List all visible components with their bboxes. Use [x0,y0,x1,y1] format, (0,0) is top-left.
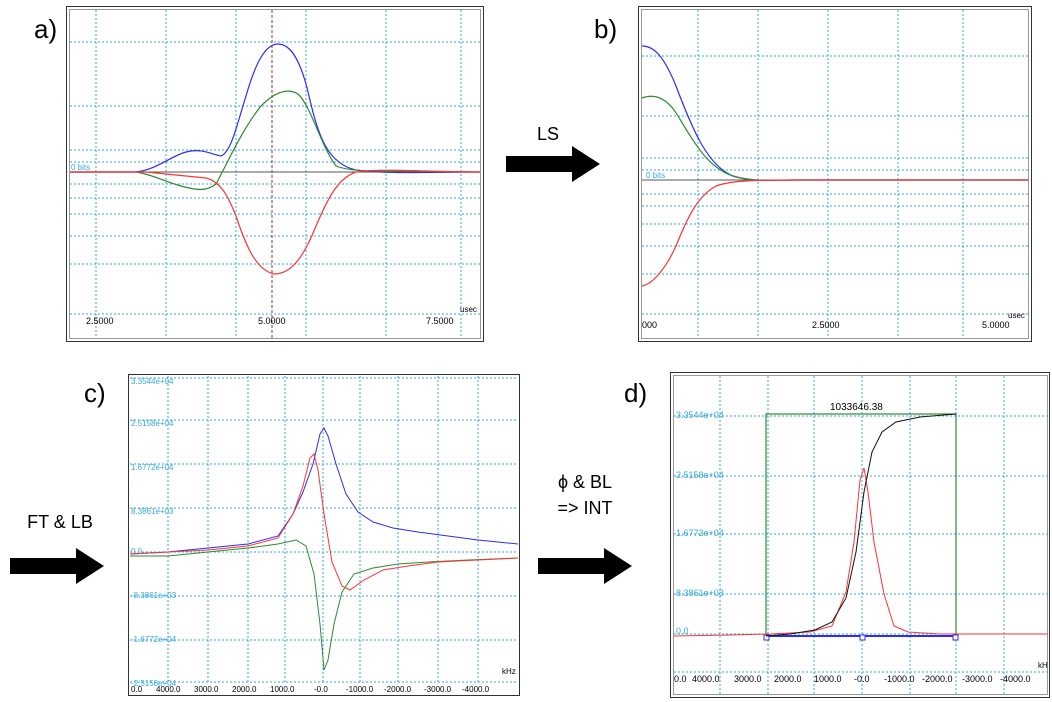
panel-d-y-tick-2: 2.5158e+04 [676,470,724,480]
panel-c-x-tick-3: 3000.0 [194,685,219,694]
panel-d-x-tick-10: -4000.0 [1000,674,1031,684]
panel-c-plot: 3.3544e+04 2.5158e+04 1.6772e+04 8.3861e… [128,374,520,696]
panel-a-plot: 0 bits usec 2.5000 5.0000 7.5000 [66,6,484,342]
integral-value-label: 1033646.38 [830,402,883,413]
panel-c-x-tick-1: 0.0 [131,685,143,694]
panel-b-label: b) [594,14,618,44]
panel-c-y-tick-8: -2.5158e+04 [131,679,177,688]
panel-a-label: a) [34,14,58,44]
arrow-ls-icon [506,146,600,182]
panel-c-y-tick-3: 1.6772e+04 [131,463,174,472]
panel-b-plot: 0 bits usec 000 2.5000 5.0000 [638,6,1032,342]
panel-c-y-tick-6: -8.3861e+03 [131,591,177,600]
panel-b-baseline-label: 0 bits [646,171,665,180]
panel-b-x-tick-2: 2.5000 [812,320,840,330]
panel-c-x-tick-7: -1000.0 [346,685,374,694]
panel-d-plot: 3.3544e+04 2.5158e+04 1.6772e+04 8.3861e… [670,372,1050,698]
panel-c-x-tick-9: -3000.0 [424,685,452,694]
panel-b-x-unit: usec [1008,311,1025,320]
panel-d-x-tick-5: 1000.0 [814,674,842,684]
panel-d-x-tick-2: 4000.0 [692,674,720,684]
panel-a-x-tick-3: 7.5000 [426,316,454,326]
panel-c-red-trace [129,453,519,591]
panel-d-label: d) [624,378,648,408]
panel-d-x-tick-6: -0.0 [854,674,870,684]
panel-a-baseline-label: 0 bits [71,163,90,172]
panel-c-y-tick-4: 8.3861e+03 [131,507,174,516]
panel-b-x-tick-3: 5.0000 [982,320,1010,330]
panel-a-x-tick-2: 5.0000 [258,316,286,326]
panel-c-green-trace [130,539,519,671]
panel-b-red-trace [641,179,1028,287]
panel-a-red-trace [70,169,481,275]
step-ls-label: LS [536,124,560,144]
panel-d-x-tick-3: 3000.0 [734,674,762,684]
panel-d-y-tick-5: 0.0 [676,626,689,636]
panel-c-x-tick-8: -2000.0 [384,685,412,694]
panel-d-x-tick-1: 0.0 [674,674,687,684]
panel-c-y-tick-2: 2.5158e+04 [131,419,174,428]
panel-d-x-unit: kH [1038,661,1048,670]
step-ft-lb-label: FT & LB [27,512,93,532]
panel-c-x-tick-2: 4000.0 [156,685,181,694]
panel-c-blue-trace [129,427,519,555]
panel-d-y-tick-3: 1.6772e+04 [676,528,724,538]
panel-c-y-tick-1: 3.3544e+04 [131,377,174,386]
panel-c-x-unit: kHz [502,667,516,676]
step-int-label: => INT [557,498,613,518]
panel-c-x-tick-4: 2000.0 [232,685,257,694]
step-phase-bl-label: ϕ & BL [557,472,613,492]
panel-c-label: c) [84,378,106,408]
panel-c-x-tick-6: -0.0 [314,685,328,694]
integral-right-handle[interactable] [952,634,959,641]
panel-d-x-tick-7: -1000.0 [884,674,915,684]
panel-d-y-tick-1: 3.3544e+04 [676,410,724,420]
arrow-phase-bl-icon [538,548,632,584]
panel-d-x-tick-4: 2000.0 [774,674,802,684]
panel-a-x-tick-1: 2.5000 [86,316,114,326]
panel-d-y-tick-4: 8.3861e+03 [676,588,724,598]
panel-a-x-unit: usec [460,305,477,314]
panel-c-x-tick-10: -4000.0 [462,685,490,694]
integral-left-handle[interactable] [763,634,770,641]
panel-d-x-tick-8: -2000.0 [922,674,953,684]
panel-c-x-tick-5: 1000.0 [270,685,295,694]
panel-c-y-tick-5: 0.0 [131,547,143,556]
arrow-ft-lb-icon [10,548,104,584]
panel-b-x-tick-1: 000 [642,320,657,330]
integral-mid-handle[interactable] [859,634,866,641]
panel-a-green-trace [70,90,481,191]
panel-d-x-tick-9: -3000.0 [962,674,993,684]
panel-c-y-tick-7: -1.6772e+04 [131,635,177,644]
panel-d-black-trace [765,413,957,637]
